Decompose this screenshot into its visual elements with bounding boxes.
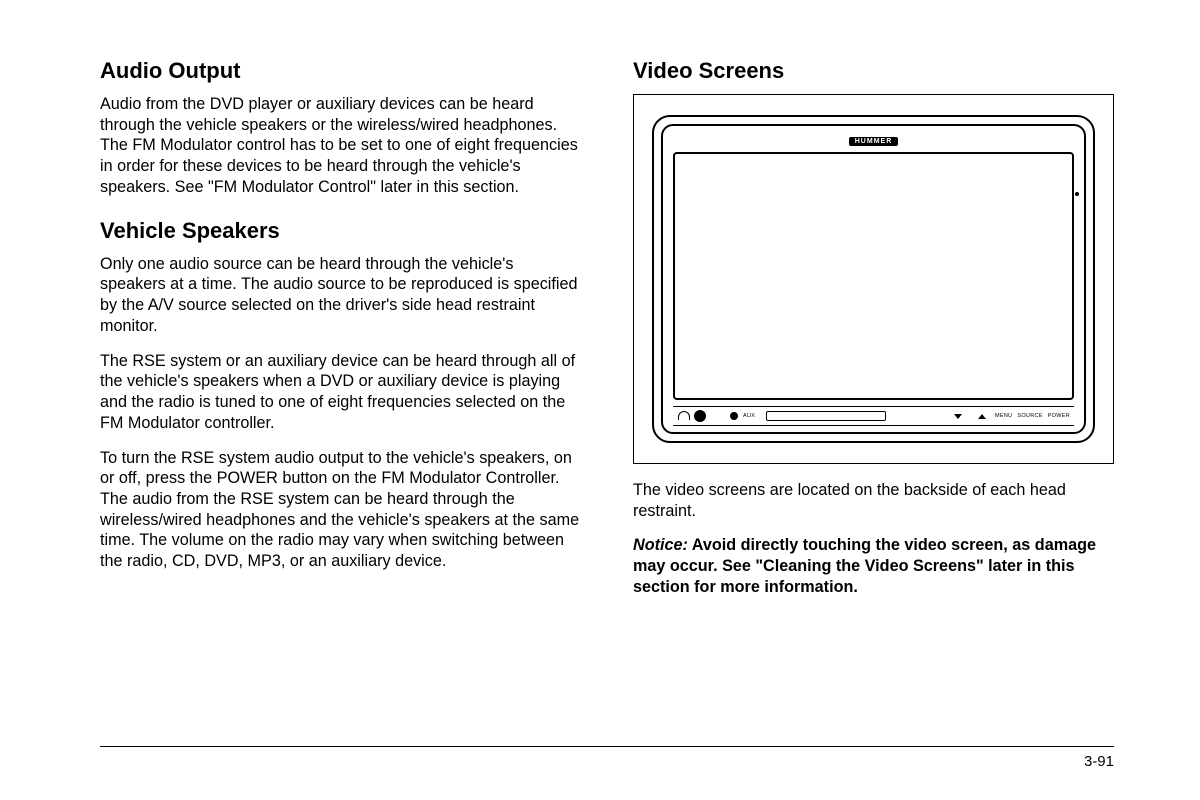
page-number: 3-91 (100, 753, 1114, 770)
screen-bezel-outer: HUMMER AUX (652, 115, 1095, 443)
paragraph: The RSE system or an auxiliary device ca… (100, 351, 581, 434)
screen-bezel-inner: HUMMER AUX (661, 124, 1086, 434)
control-labels: MENU SOURCE POWER (995, 413, 1070, 419)
power-label: POWER (1048, 413, 1070, 419)
heading-video-screens: Video Screens (633, 58, 1114, 84)
screen-display-area (673, 152, 1074, 400)
menu-label: MENU (995, 413, 1012, 419)
brand-badge: HUMMER (849, 137, 899, 146)
notice-paragraph: Notice: Avoid directly touching the vide… (633, 535, 1114, 597)
left-column: Audio Output Audio from the DVD player o… (100, 56, 581, 736)
aux-jack-icon (730, 412, 738, 420)
aux-label: AUX (743, 413, 755, 419)
brand-row: HUMMER (673, 134, 1074, 148)
heading-audio-output: Audio Output (100, 58, 581, 84)
paragraph: Audio from the DVD player or auxiliary d… (100, 94, 581, 198)
headphone-jack-icon (694, 410, 706, 422)
card-slot-icon (766, 411, 886, 421)
headphone-icon (677, 411, 689, 421)
video-screen-figure: HUMMER AUX (633, 94, 1114, 464)
page-footer: 3-91 (100, 746, 1114, 770)
source-label: SOURCE (1017, 413, 1042, 419)
paragraph: Only one audio source can be heard throu… (100, 254, 581, 337)
screen-controls-row: AUX MENU SOURCE POWER (673, 406, 1074, 426)
ir-sensor-icon (1075, 192, 1079, 196)
down-button-icon (954, 414, 962, 419)
notice-label: Notice: (633, 536, 688, 554)
heading-vehicle-speakers: Vehicle Speakers (100, 218, 581, 244)
up-button-icon (978, 414, 986, 419)
right-column: Video Screens HUMMER AUX (633, 56, 1114, 736)
paragraph: To turn the RSE system audio output to t… (100, 448, 581, 572)
paragraph: The video screens are located on the bac… (633, 480, 1114, 521)
page-columns: Audio Output Audio from the DVD player o… (100, 56, 1114, 736)
notice-text: Avoid directly touching the video screen… (633, 536, 1096, 595)
footer-rule (100, 746, 1114, 747)
